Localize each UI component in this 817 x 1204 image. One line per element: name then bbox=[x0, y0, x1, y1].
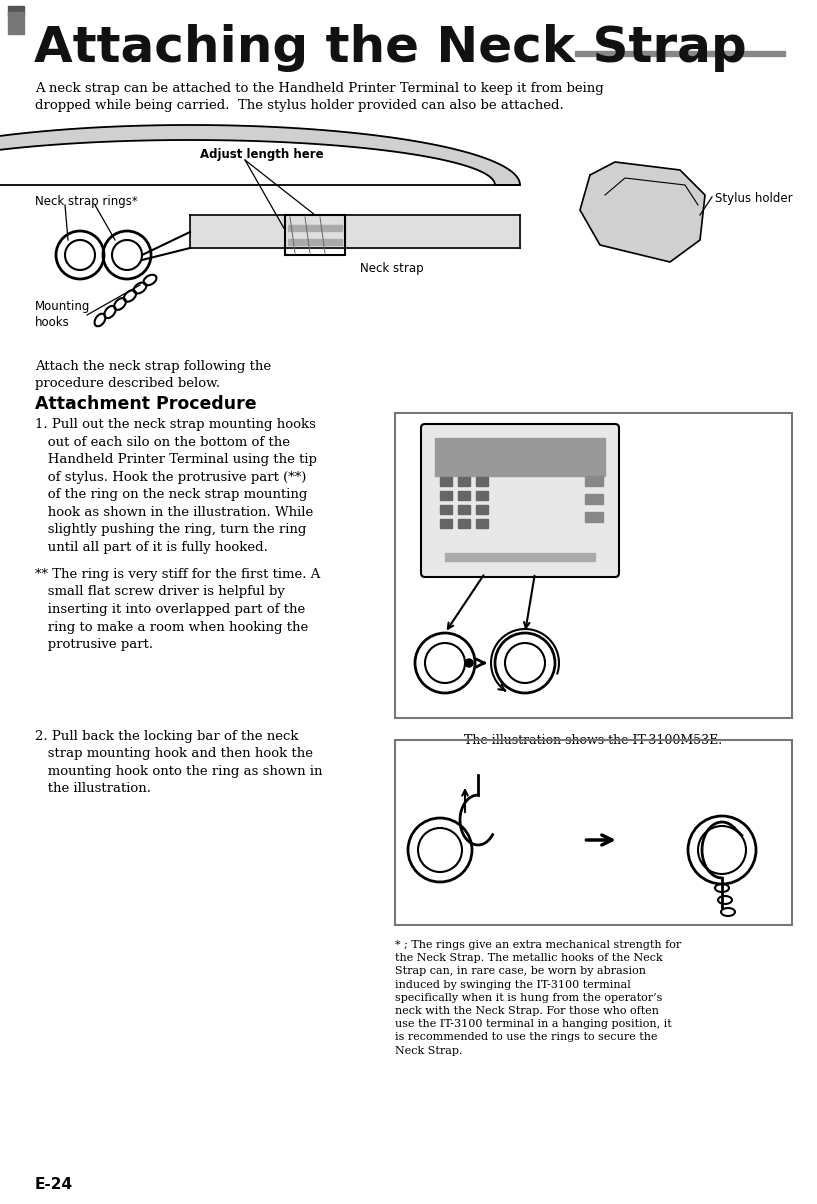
Bar bbox=[458, 504, 470, 514]
FancyBboxPatch shape bbox=[421, 424, 619, 577]
Bar bbox=[8, 12, 24, 34]
Circle shape bbox=[465, 659, 473, 667]
Bar bbox=[285, 216, 345, 255]
Bar bbox=[440, 519, 452, 529]
Bar bbox=[288, 225, 342, 231]
Text: Attach the neck strap following the
procedure described below.: Attach the neck strap following the proc… bbox=[35, 360, 271, 390]
Bar bbox=[395, 413, 792, 718]
Text: Stylus holder: Stylus holder bbox=[715, 191, 792, 205]
Bar bbox=[476, 519, 488, 529]
Bar bbox=[575, 51, 785, 57]
Bar bbox=[476, 477, 488, 486]
Bar bbox=[440, 477, 452, 486]
Text: ** The ring is very stiff for the first time. A
   small flat screw driver is he: ** The ring is very stiff for the first … bbox=[35, 568, 320, 651]
Bar bbox=[458, 491, 470, 500]
Bar bbox=[585, 512, 603, 523]
Text: Mounting
hooks: Mounting hooks bbox=[35, 300, 91, 329]
Text: Neck strap rings*: Neck strap rings* bbox=[35, 195, 138, 208]
Text: Attaching the Neck Strap: Attaching the Neck Strap bbox=[34, 24, 747, 72]
Text: * ; The rings give an extra mechanical strength for
the Neck Strap. The metallic: * ; The rings give an extra mechanical s… bbox=[395, 940, 681, 1056]
Bar bbox=[445, 553, 595, 561]
Polygon shape bbox=[0, 125, 520, 185]
Bar bbox=[440, 504, 452, 514]
Bar bbox=[476, 504, 488, 514]
Bar bbox=[395, 740, 792, 925]
Bar bbox=[435, 438, 605, 476]
Text: E-24: E-24 bbox=[35, 1178, 74, 1192]
Text: Neck strap: Neck strap bbox=[360, 262, 424, 275]
Bar bbox=[8, 6, 24, 16]
Bar bbox=[288, 240, 342, 244]
Bar bbox=[458, 477, 470, 486]
Text: Adjust length here: Adjust length here bbox=[200, 148, 324, 161]
Bar bbox=[440, 491, 452, 500]
Polygon shape bbox=[580, 163, 705, 262]
Text: 2. Pull back the locking bar of the neck
   strap mounting hook and then hook th: 2. Pull back the locking bar of the neck… bbox=[35, 730, 323, 796]
Text: 1. Pull out the neck strap mounting hooks
   out of each silo on the bottom of t: 1. Pull out the neck strap mounting hook… bbox=[35, 418, 317, 554]
Bar bbox=[458, 519, 470, 529]
Bar bbox=[585, 494, 603, 504]
Text: Attachment Procedure: Attachment Procedure bbox=[35, 395, 257, 413]
Text: The illustration shows the IT-3100M53E.: The illustration shows the IT-3100M53E. bbox=[464, 734, 722, 746]
Text: A neck strap can be attached to the Handheld Printer Terminal to keep it from be: A neck strap can be attached to the Hand… bbox=[35, 82, 604, 112]
Polygon shape bbox=[190, 216, 520, 248]
Bar bbox=[585, 476, 603, 486]
Bar bbox=[476, 491, 488, 500]
